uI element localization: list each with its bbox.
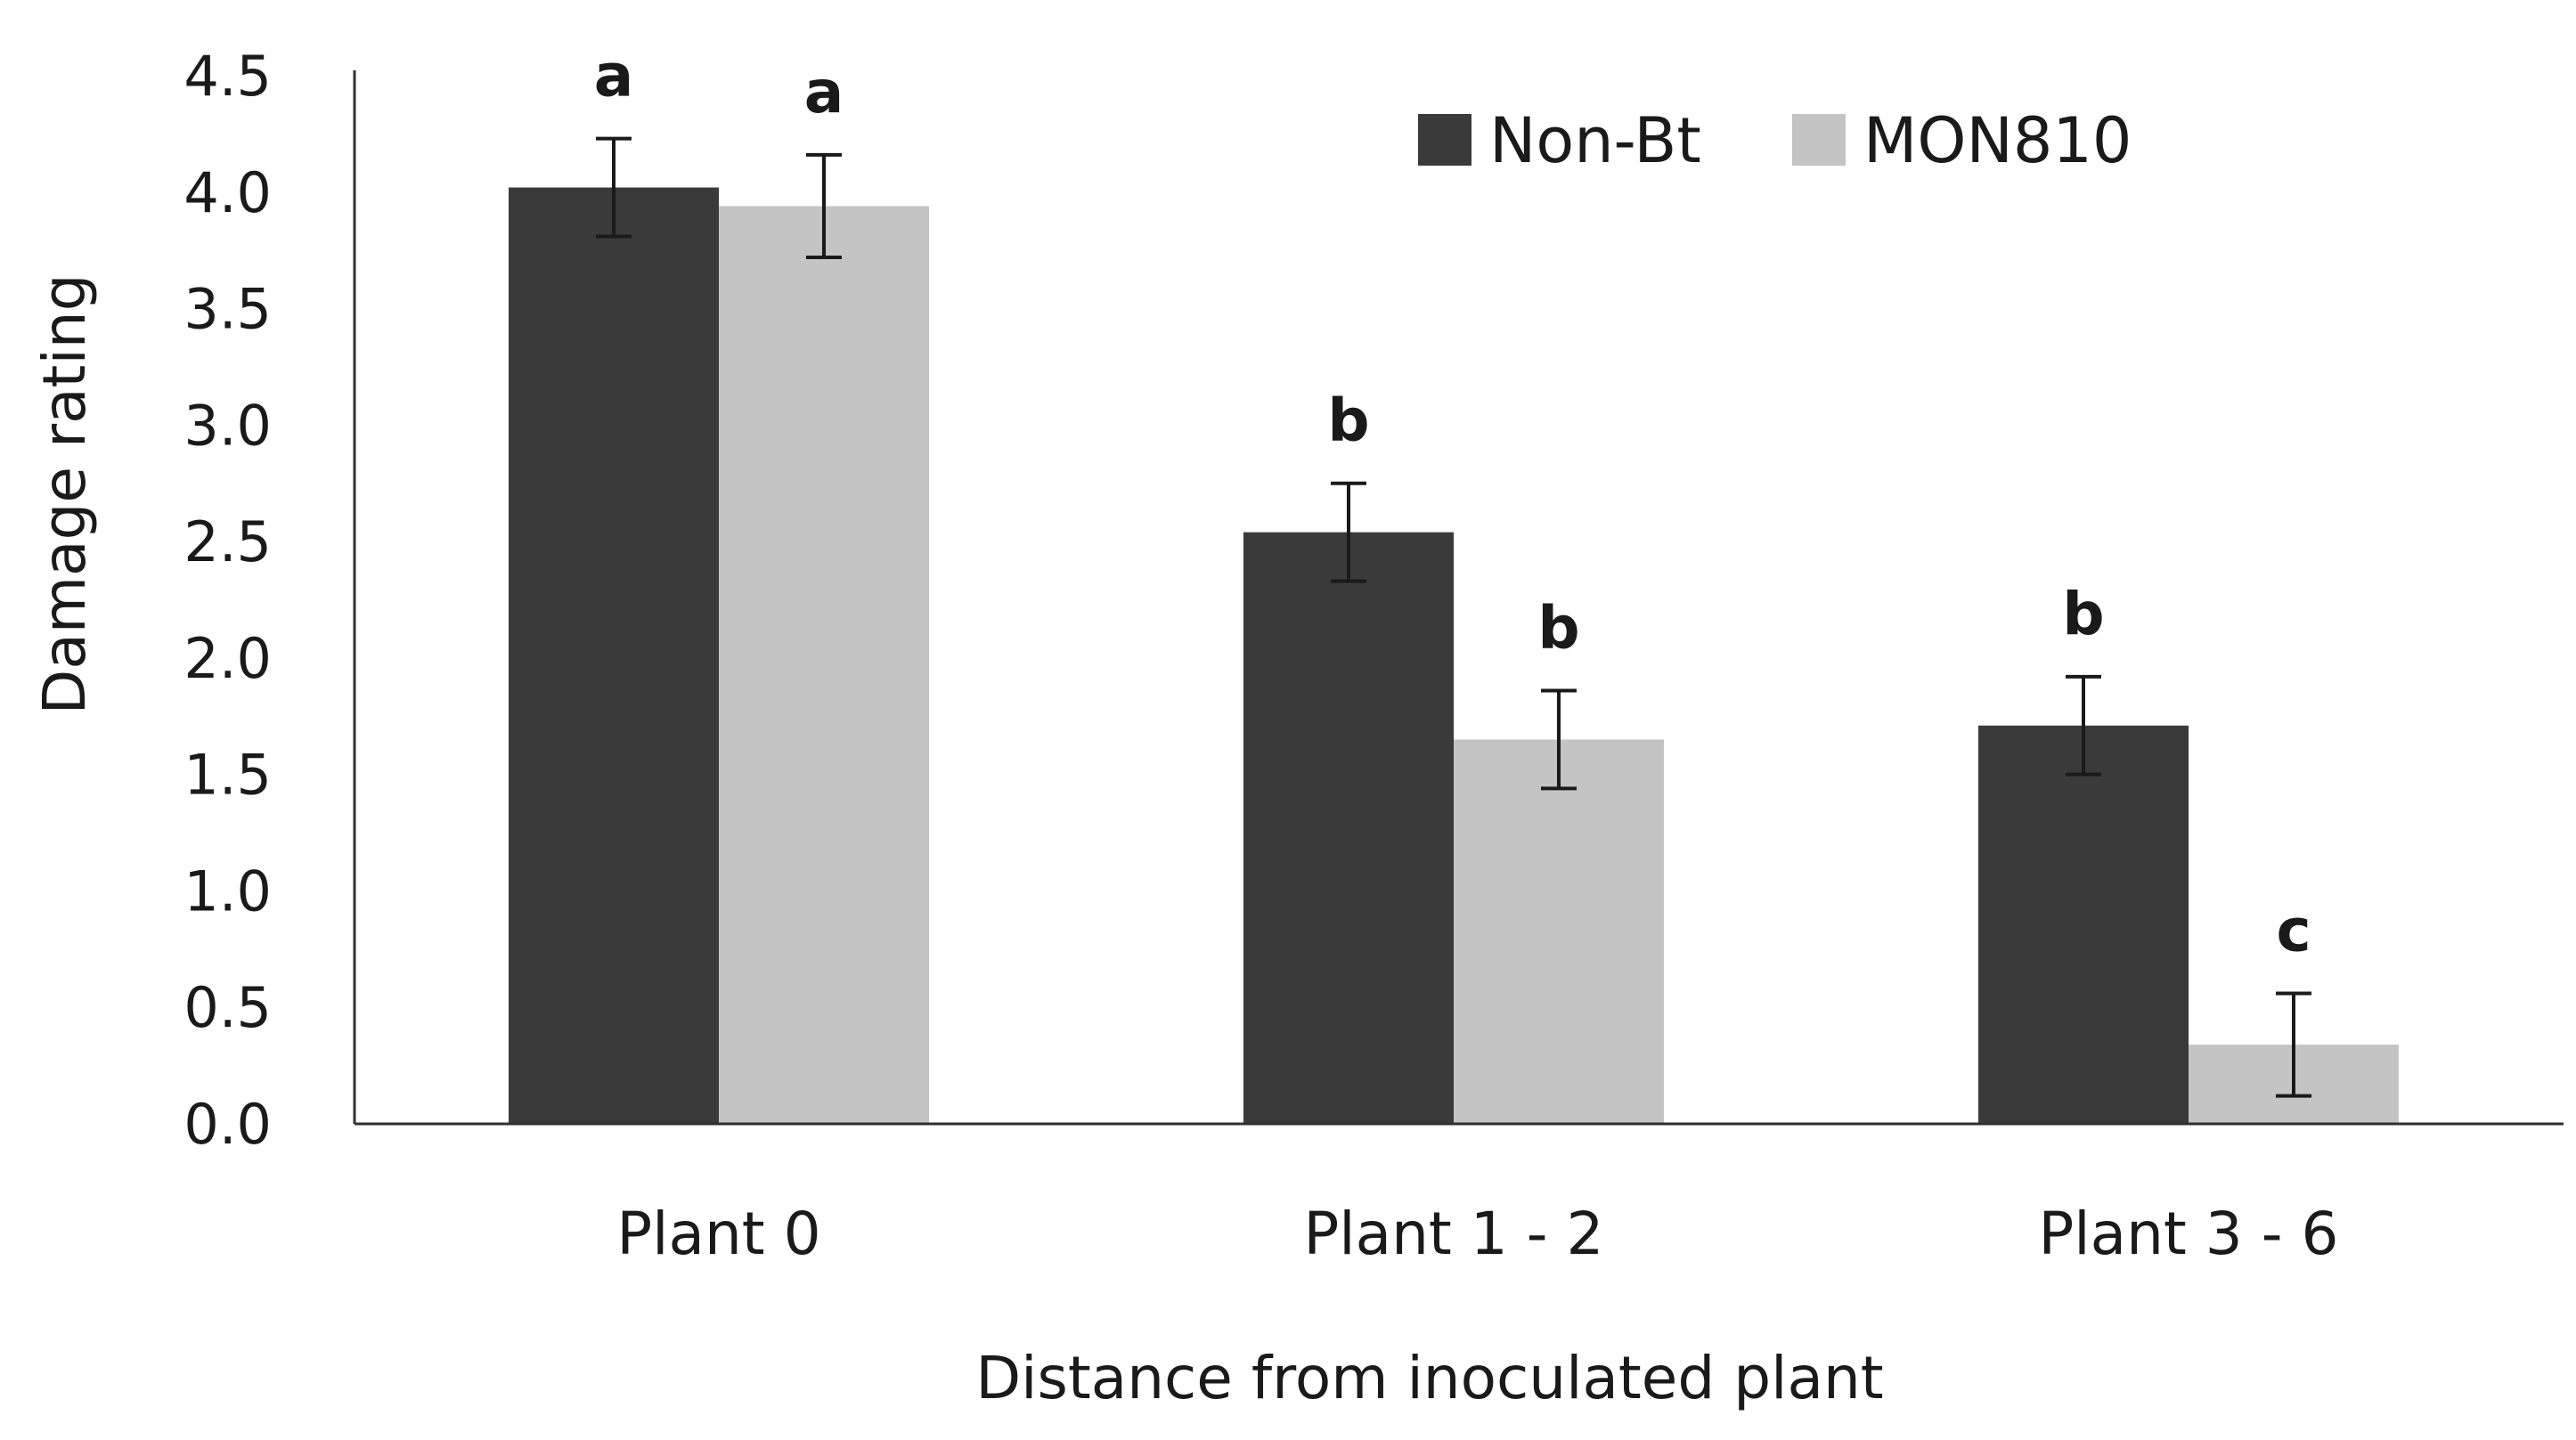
y-tick-label: 3.5 <box>183 277 272 342</box>
axes-layer: Plant 0 Plant 1 - 2 Plant 3 - 6 0.0 0.5 1.0 1.… <box>30 44 2564 1412</box>
legend-label-non-bt: Non-Bt <box>1489 104 1701 177</box>
legend-item-mon810: MON810 <box>1792 104 2132 177</box>
legend-label-mon810: MON810 <box>1863 104 2132 177</box>
error-bar-non-bt-1 <box>596 136 632 239</box>
y-tick-label: 1.0 <box>183 858 272 923</box>
y-tick-label: 2.5 <box>183 509 272 574</box>
y-axis-title: Damage rating <box>30 274 99 715</box>
x-tick-label: Plant 3 - 6 <box>2038 1200 2338 1268</box>
bar-mon810-2 <box>1454 739 1664 1124</box>
y-tick-label: 4.0 <box>183 160 272 225</box>
bar-non-bt-1 <box>509 187 719 1125</box>
y-tick-label: 0.5 <box>183 975 272 1040</box>
y-tick-label: 1.5 <box>183 743 272 808</box>
bar-non-bt-3 <box>1978 725 2189 1124</box>
significance-letter-mon810-3: c <box>2276 897 2311 965</box>
error-bar-non-bt-2 <box>1331 481 1366 583</box>
significance-letter-non-bt-3: b <box>2062 580 2104 648</box>
error-bar-non-bt-3 <box>2066 674 2101 777</box>
y-tick-label: 2.0 <box>183 626 272 691</box>
error-bar-mon810-2 <box>1541 688 1577 791</box>
legend-swatch-mon810 <box>1792 114 1846 166</box>
significance-letters-layer: a a b b b c <box>594 42 2311 965</box>
error-bar-mon810-3 <box>2276 991 2311 1098</box>
y-tick-label: 3.0 <box>183 393 272 458</box>
x-axis-title: Distance from inoculated plant <box>975 1344 1883 1412</box>
legend-swatch-non-bt <box>1418 114 1471 166</box>
x-tick-label: Plant 1 - 2 <box>1303 1200 1603 1268</box>
bar-mon810-1 <box>719 206 929 1125</box>
error-bars-layer <box>596 136 2311 1098</box>
bar-non-bt-2 <box>1243 532 1454 1124</box>
significance-letter-non-bt-2: b <box>1327 386 1369 455</box>
significance-letter-non-bt-1: a <box>594 42 634 110</box>
legend: Non-Bt MON810 <box>1418 104 2132 177</box>
y-tick-label: 0.0 <box>183 1092 272 1157</box>
legend-item-non-bt: Non-Bt <box>1418 104 1701 177</box>
significance-letter-mon810-1: a <box>804 58 844 126</box>
bars-layer <box>509 187 2399 1125</box>
error-bar-mon810-1 <box>806 152 842 260</box>
x-tick-label: Plant 0 <box>616 1200 820 1268</box>
significance-letter-mon810-2: b <box>1537 594 1579 663</box>
y-tick-label: 4.5 <box>183 44 272 109</box>
